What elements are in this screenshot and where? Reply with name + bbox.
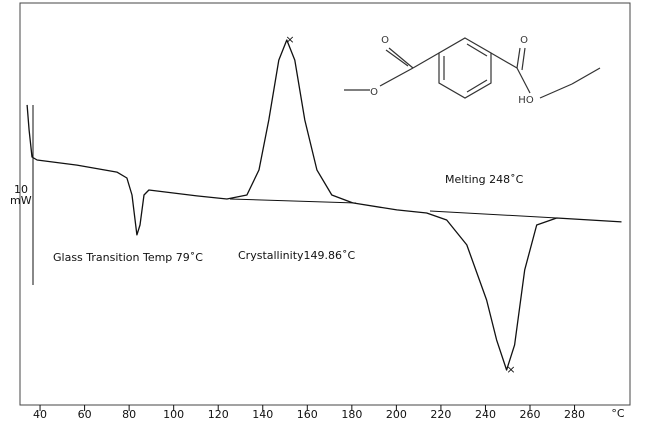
x-tick-label: 260 [520,408,541,421]
x-tick-label: 120 [208,408,229,421]
scale-bar-label: mW [10,194,32,207]
peak-marker: × [506,363,515,376]
x-tick-label: 80 [122,408,136,421]
x-tick-label: 60 [78,408,92,421]
peak-marker: × [285,33,294,46]
structure: O O O HO [338,6,628,128]
x-axis-unit: °C [611,407,625,420]
atom-label: HO [518,95,534,106]
atom-label: O [370,87,378,98]
plot-frame [19,2,631,406]
x-tick-label: 240 [475,408,496,421]
scale-bar-label: 10 [14,183,28,196]
atom-label: O [381,35,389,46]
x-tick-label: 100 [163,408,184,421]
x-tick-label: 160 [297,408,318,421]
annotation: Crystallinity149.86˚C [238,249,356,262]
curve [26,39,622,371]
x-tick-label: 180 [341,408,362,421]
structure-bonds [344,37,601,99]
x-tick-label: 200 [386,408,407,421]
annotation: Glass Transition Temp 79˚C [53,251,203,264]
x-tick-label: 40 [33,408,47,421]
x-tick-label: 220 [430,408,451,421]
baseline [229,198,357,204]
baseline [429,210,558,219]
structure-background [338,6,628,128]
x-tick-label: 280 [564,408,585,421]
atom-label: O [520,35,528,46]
annotation: Melting 248˚C [445,173,524,186]
x-tick-label: 140 [252,408,273,421]
